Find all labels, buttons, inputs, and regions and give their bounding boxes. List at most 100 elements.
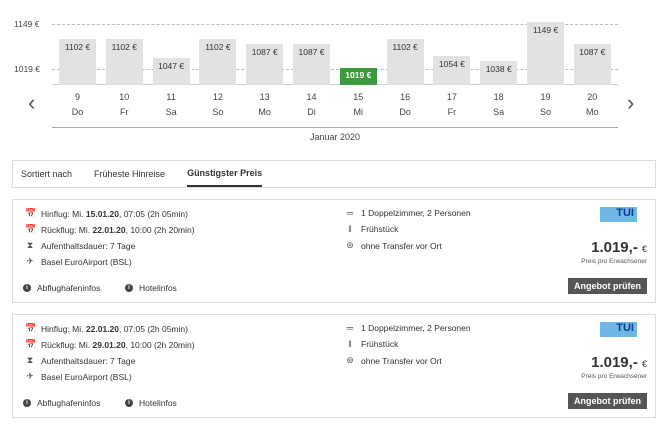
- stay: Aufenthaltsdauer: 7 Tage: [41, 355, 136, 366]
- day-label[interactable]: 9 Do: [59, 90, 96, 120]
- bar-value-label: 1047 €: [158, 61, 185, 72]
- offer-detail: ‖ Frühstück: [345, 339, 398, 349]
- gridline: [52, 24, 618, 25]
- transfer: ohne Transfer vor Ort: [361, 355, 442, 366]
- bar[interactable]: [246, 43, 284, 85]
- bar-value-label: 1087 €: [298, 46, 325, 57]
- info-icon: i: [125, 284, 133, 292]
- weekday: Sa: [165, 107, 177, 117]
- day-label[interactable]: 15 Mi: [340, 90, 377, 120]
- weekday: Do: [71, 107, 84, 117]
- offer-detail: 📅 Hinflug: Mi. 22.01.20, 07:05 (2h 05min): [25, 323, 188, 334]
- check-offer-button[interactable]: Angebot prüfen: [568, 278, 647, 294]
- day-label[interactable]: 14 Di: [293, 90, 330, 120]
- chevron-left-icon[interactable]: ‹: [28, 90, 36, 115]
- day-label[interactable]: 13 Mo: [246, 90, 283, 120]
- bar[interactable]: [199, 38, 237, 85]
- room: 1 Doppelzimmer, 2 Personen: [361, 208, 471, 218]
- bar-value-label: 1087 €: [579, 46, 606, 57]
- link-label: Hotelinfos: [139, 398, 177, 408]
- check-offer-button[interactable]: Angebot prüfen: [568, 393, 647, 409]
- y-tick-label: 1149 €: [14, 19, 40, 29]
- bar[interactable]: [433, 55, 471, 85]
- bar[interactable]: [105, 38, 143, 85]
- cutlery-icon: ‖: [348, 339, 352, 349]
- weekday: Fr: [120, 107, 129, 117]
- bar-value-label: 1102 €: [111, 41, 137, 52]
- bar-value-label: 1038 €: [485, 64, 512, 75]
- offer-detail: ⊛ ohne Transfer vor Ort: [345, 355, 442, 366]
- sort-option-cheapest[interactable]: Günstigster Preis: [187, 161, 263, 187]
- day-number: 15: [353, 92, 364, 102]
- offer-detail: ⧗ Aufenthaltsdauer: 7 Tage: [25, 355, 136, 366]
- offer-detail: 📅 Rückflug: Mi. 29.01.20, 10:00 (2h 20min…: [25, 339, 195, 350]
- offer-detail: ═ 1 Doppelzimmer, 2 Personen: [345, 323, 471, 333]
- chevron-right-icon[interactable]: ›: [627, 90, 635, 115]
- bar[interactable]: [386, 38, 424, 85]
- bar[interactable]: [527, 21, 564, 85]
- operator-logo: TUI: [600, 207, 637, 222]
- day-label[interactable]: 18 Sa: [480, 90, 517, 120]
- bar-value-label: 1087 €: [251, 46, 278, 57]
- offer-detail: ⊛ ohne Transfer vor Ort: [345, 240, 442, 251]
- link-label: Abflughafeninfos: [37, 398, 101, 408]
- weekday: So: [539, 107, 551, 117]
- calendar-icon: 📅: [25, 224, 37, 234]
- day-number: 17: [446, 92, 457, 102]
- sort-option-earliest[interactable]: Früheste Hinreise: [94, 169, 166, 179]
- day-number: 19: [540, 92, 551, 102]
- weekday: Sa: [493, 107, 505, 117]
- day-label[interactable]: 17 Fr: [433, 90, 470, 120]
- stay: Aufenthaltsdauer: 7 Tage: [41, 240, 136, 251]
- day-label[interactable]: 19 So: [527, 90, 564, 120]
- price: 1.019,- €: [591, 239, 647, 256]
- day-label[interactable]: 20 Mo: [574, 90, 611, 120]
- return: Rückflug: Mi. 22.01.20, 10:00 (2h 20min): [41, 224, 195, 235]
- airport-info-link[interactable]: i Abflughafeninfos: [23, 283, 100, 293]
- month-label: Januar 2020: [309, 132, 361, 142]
- hotel-info-link[interactable]: i Hotelinfos: [125, 398, 177, 408]
- calendar-icon: 📅: [25, 323, 37, 333]
- month-axis: [52, 127, 618, 128]
- bar[interactable]: [293, 43, 330, 85]
- offer-detail: ⧗ Aufenthaltsdauer: 7 Tage: [25, 240, 136, 251]
- weekday: Mo: [258, 107, 271, 117]
- bar[interactable]: [59, 38, 96, 85]
- room: 1 Doppelzimmer, 2 Personen: [361, 323, 471, 333]
- day-label[interactable]: 16 Do: [387, 90, 424, 120]
- bar[interactable]: [573, 43, 611, 85]
- price-note: Preis pro Erwachsener: [581, 258, 647, 265]
- day-number: 13: [259, 92, 270, 102]
- transfer: ohne Transfer vor Ort: [361, 240, 442, 251]
- operator-logo: TUI: [600, 322, 637, 337]
- day-number: 9: [74, 92, 80, 102]
- offer-detail: ═ 1 Doppelzimmer, 2 Personen: [345, 208, 471, 218]
- bar[interactable]: [480, 61, 518, 85]
- bar-value-label: 1149 €: [532, 24, 559, 35]
- day-number: 20: [587, 92, 598, 102]
- weekday: Mi: [353, 107, 364, 117]
- day-label[interactable]: 11 Sa: [153, 90, 190, 120]
- day-number: 18: [493, 92, 504, 102]
- transfer-icon: ⊛: [346, 240, 354, 250]
- baseline: [52, 84, 618, 85]
- day-number: 12: [212, 92, 223, 102]
- airport-info-link[interactable]: i Abflughafeninfos: [23, 398, 100, 408]
- day-label[interactable]: 10 Fr: [106, 90, 143, 120]
- offer-detail: ✈ Basel EuroAirport (BSL): [25, 256, 132, 267]
- price-note: Preis pro Erwachsener: [581, 373, 647, 380]
- bed-icon: ═: [346, 323, 354, 333]
- day-number: 14: [306, 92, 317, 102]
- hotel-info-link[interactable]: i Hotelinfos: [125, 283, 177, 293]
- gridline: [52, 69, 618, 70]
- calendar-icon: 📅: [25, 339, 37, 349]
- cutlery-icon: ‖: [348, 224, 352, 234]
- day-label[interactable]: 12 So: [199, 90, 236, 120]
- bar[interactable]: [152, 58, 190, 85]
- price: 1.019,- €: [591, 354, 647, 371]
- bar-value-label: 1019 €: [339, 69, 377, 81]
- plane-icon: ✈: [26, 371, 34, 381]
- airport: Basel EuroAirport (BSL): [41, 256, 132, 267]
- weekday: Fr: [447, 107, 457, 117]
- weekday: Do: [399, 107, 411, 117]
